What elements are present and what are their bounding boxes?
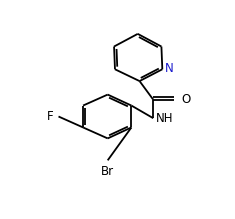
Text: NH: NH [156, 112, 173, 125]
Text: Br: Br [101, 164, 114, 178]
Text: O: O [181, 93, 191, 106]
Text: N: N [165, 62, 174, 75]
Text: F: F [47, 110, 53, 123]
